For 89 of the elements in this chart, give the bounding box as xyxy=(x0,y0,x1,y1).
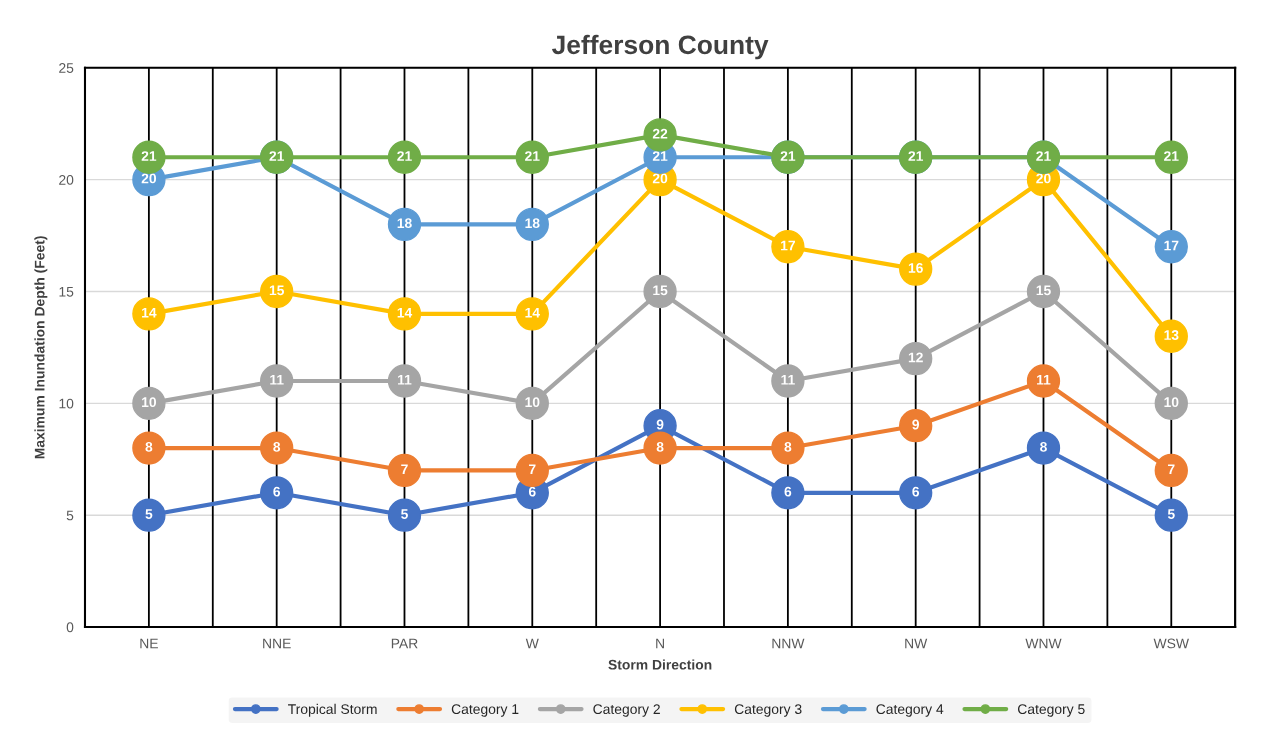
point xyxy=(899,409,933,443)
data-label: 8 xyxy=(1040,441,1047,452)
legend-label: Category 5 xyxy=(1018,704,1085,717)
data-label: 21 xyxy=(1036,151,1051,161)
point xyxy=(771,431,805,465)
data-label: 6 xyxy=(784,486,792,497)
data-label: 6 xyxy=(273,486,281,497)
x-tick-label: N xyxy=(656,638,664,649)
point xyxy=(260,431,294,465)
data-label: 14 xyxy=(142,307,157,318)
data-label: 17 xyxy=(1164,240,1179,251)
y-tick-label: 15 xyxy=(59,286,74,297)
data-label: 21 xyxy=(908,151,924,161)
data-label: 10 xyxy=(142,397,157,408)
data-label: 15 xyxy=(1036,285,1051,296)
y-tick-label: 5 xyxy=(66,510,74,521)
y-tick-label: 20 xyxy=(59,174,74,185)
data-label: 16 xyxy=(908,263,923,273)
data-label: 11 xyxy=(398,375,412,385)
legend-label: Category 1 xyxy=(451,704,519,717)
x-tick-label: PAR xyxy=(391,638,418,649)
point xyxy=(132,498,166,532)
data-label: 8 xyxy=(784,441,792,452)
x-axis-title: Storm Direction xyxy=(608,659,712,670)
x-tick-label: NE xyxy=(140,638,158,649)
data-label: 14 xyxy=(525,307,540,318)
point xyxy=(387,453,422,488)
point xyxy=(771,476,805,510)
data-label: 18 xyxy=(525,218,540,229)
x-tick-label: NNW xyxy=(772,638,805,649)
data-label: 9 xyxy=(656,419,664,430)
data-label: 18 xyxy=(397,218,412,229)
data-label: 6 xyxy=(912,486,920,497)
data-label: 7 xyxy=(529,464,536,475)
data-label: 11 xyxy=(270,375,284,385)
data-label: 15 xyxy=(653,285,668,296)
data-label: 5 xyxy=(1167,509,1175,519)
data-label: 5 xyxy=(401,509,408,519)
data-label: 21 xyxy=(397,151,412,161)
y-axis-title: Maximum Inundation Depth (Feet) xyxy=(34,236,48,459)
data-label: 8 xyxy=(656,441,664,452)
legend-label: Category 2 xyxy=(593,704,660,717)
data-label: 11 xyxy=(1037,375,1051,385)
point xyxy=(260,476,294,510)
data-label: 21 xyxy=(780,151,796,161)
x-tick-label: NW xyxy=(905,638,928,649)
point xyxy=(1154,453,1188,488)
data-label: 21 xyxy=(1164,151,1179,161)
x-tick-label: NNE xyxy=(263,638,291,649)
data-label: 22 xyxy=(652,128,668,139)
data-label: 21 xyxy=(269,151,285,161)
data-label: 12 xyxy=(908,352,923,363)
data-label: 8 xyxy=(273,441,281,452)
data-label: 8 xyxy=(145,441,153,452)
data-label: 17 xyxy=(781,240,795,251)
data-label: 10 xyxy=(1164,397,1179,408)
data-label: 13 xyxy=(1164,330,1179,340)
data-label: 7 xyxy=(1168,464,1175,475)
data-label: 20 xyxy=(141,173,157,184)
point xyxy=(1026,431,1061,465)
data-label: 21 xyxy=(141,151,157,161)
point xyxy=(387,498,422,532)
x-tick-label: WNW xyxy=(1025,638,1062,649)
data-label: 9 xyxy=(912,419,920,430)
data-label: 15 xyxy=(269,285,285,296)
point xyxy=(643,431,677,465)
data-label: 6 xyxy=(528,486,536,497)
legend-label: Tropical Storm xyxy=(288,703,377,717)
data-label: 21 xyxy=(525,151,540,161)
y-tick-label: 0 xyxy=(66,622,74,633)
y-tick-label: 25 xyxy=(59,63,74,73)
data-label: 20 xyxy=(652,173,668,184)
data-label: 21 xyxy=(652,151,668,161)
point xyxy=(132,431,166,465)
data-label: 11 xyxy=(781,375,795,385)
legend-label: Category 3 xyxy=(734,704,802,717)
data-label: 20 xyxy=(1036,173,1051,184)
point xyxy=(1154,498,1188,532)
x-tick-label: W xyxy=(525,638,539,649)
x-tick-label: WSW xyxy=(1153,638,1189,649)
point xyxy=(515,453,549,488)
data-label: 5 xyxy=(145,509,153,519)
chart-title: Jefferson County xyxy=(552,34,769,60)
data-label: 10 xyxy=(525,397,540,408)
legend-label: Category 4 xyxy=(876,704,944,717)
data-label: 7 xyxy=(401,464,408,475)
data-label: 14 xyxy=(397,307,413,318)
y-tick-label: 10 xyxy=(59,398,74,409)
point xyxy=(899,476,933,510)
